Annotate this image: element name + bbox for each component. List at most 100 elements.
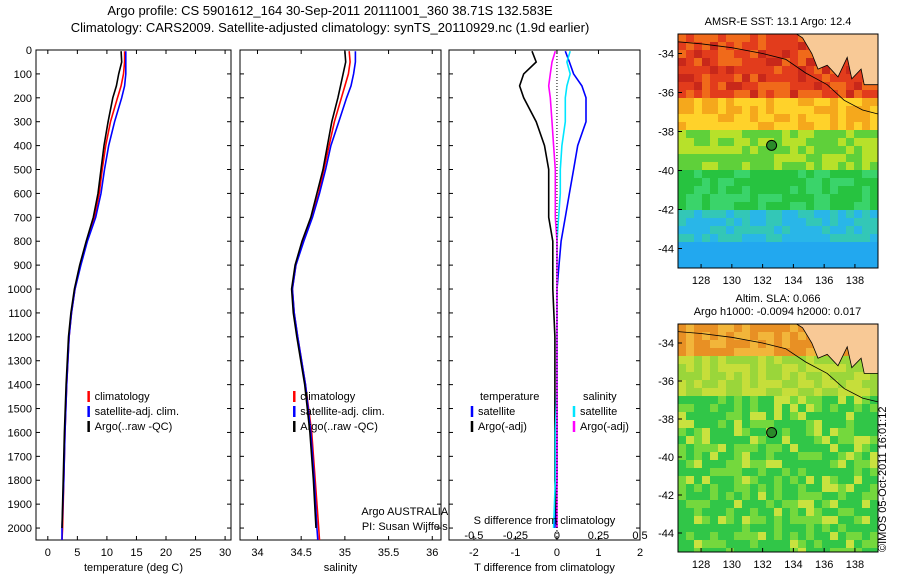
field-cell [774, 444, 782, 452]
field-cell [766, 90, 774, 98]
field-cell [822, 194, 830, 202]
x-tick-label: 0 [45, 547, 51, 559]
field-cell [678, 122, 686, 130]
field-cell [678, 194, 686, 202]
field-cell [790, 258, 798, 266]
field-cell [702, 58, 710, 66]
field-cell [846, 82, 854, 90]
field-cell [734, 170, 742, 178]
field-cell [774, 186, 782, 194]
field-cell [758, 114, 766, 122]
field-cell [790, 66, 798, 74]
field-cell [710, 90, 718, 98]
field-cell [870, 420, 878, 428]
field-cell [750, 114, 758, 122]
field-cell [758, 492, 766, 500]
field-cell [710, 106, 718, 114]
field-cell [806, 130, 814, 138]
field-cell [798, 162, 806, 170]
field-cell [782, 340, 790, 348]
field-cell [862, 202, 870, 210]
field-cell [782, 372, 790, 380]
field-cell [678, 356, 686, 364]
field-cell [718, 492, 726, 500]
y-tick-label: 1000 [8, 284, 32, 296]
field-cell [742, 396, 750, 404]
field-cell [822, 114, 830, 122]
field-cell [734, 540, 742, 548]
field-cell [822, 218, 830, 226]
field-cell [806, 194, 814, 202]
field-cell [718, 98, 726, 106]
field-cell [710, 500, 718, 508]
field-cell [686, 492, 694, 500]
field-cell [710, 332, 718, 340]
field-cell [678, 452, 686, 460]
field-cell [718, 202, 726, 210]
field-cell [750, 500, 758, 508]
field-cell [782, 122, 790, 130]
field-cell [742, 194, 750, 202]
field-cell [814, 74, 822, 82]
field-cell [702, 258, 710, 266]
field-cell [854, 468, 862, 476]
shelf-contour [677, 331, 879, 403]
field-cell [870, 500, 878, 508]
field-cell [718, 388, 726, 396]
field-cell [710, 58, 718, 66]
field-cell [750, 186, 758, 194]
y-tick-label: 900 [14, 260, 32, 272]
field-cell [870, 170, 878, 178]
field-cell [830, 154, 838, 162]
field-cell [678, 476, 686, 484]
field-cell [718, 186, 726, 194]
y-tick-label: 1200 [8, 332, 32, 344]
field-cell [686, 114, 694, 122]
field-cell [710, 388, 718, 396]
field-cell [862, 380, 870, 388]
field-cell [830, 266, 838, 268]
field-cell [678, 348, 686, 356]
field-cell [742, 234, 750, 242]
field-cell [782, 34, 790, 42]
field-cell [862, 146, 870, 154]
field-cell [702, 524, 710, 532]
field-cell [838, 372, 846, 380]
field-cell [766, 500, 774, 508]
field-cell [790, 492, 798, 500]
field-cell [774, 508, 782, 516]
field-cell [734, 266, 742, 268]
field-cell [854, 210, 862, 218]
field-cell [822, 364, 830, 372]
field-cell [678, 162, 686, 170]
field-cell [766, 404, 774, 412]
field-cell [694, 162, 702, 170]
field-cell [798, 186, 806, 194]
field-cell [870, 114, 878, 122]
field-cell [758, 324, 766, 332]
field-cell [862, 412, 870, 420]
field-cell [846, 154, 854, 162]
field-cell [798, 34, 806, 42]
y-tick-label: 400 [14, 141, 32, 153]
field-cell [870, 516, 878, 524]
top-tick-label: 0.25 [588, 530, 609, 542]
field-cell [814, 154, 822, 162]
field-cell [678, 154, 686, 162]
field-cell [862, 548, 870, 552]
field-cell [718, 412, 726, 420]
field-cell [678, 74, 686, 82]
field-cell [686, 452, 694, 460]
field-cell [718, 548, 726, 552]
field-cell [726, 130, 734, 138]
field-cell [710, 396, 718, 404]
field-cell [798, 258, 806, 266]
field-cell [806, 476, 814, 484]
legend-entry: salinity [583, 391, 617, 403]
field-cell [846, 412, 854, 420]
field-cell [814, 82, 822, 90]
field-cell [766, 388, 774, 396]
field-cell [686, 106, 694, 114]
field-cell [678, 404, 686, 412]
field-cell [742, 202, 750, 210]
